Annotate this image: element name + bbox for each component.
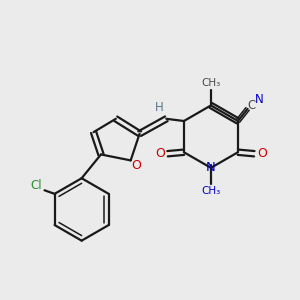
Text: N: N bbox=[206, 161, 216, 174]
Text: O: O bbox=[155, 147, 165, 160]
Text: H: H bbox=[154, 101, 163, 114]
Text: C: C bbox=[247, 99, 255, 112]
Text: O: O bbox=[132, 159, 142, 172]
Text: CH₃: CH₃ bbox=[201, 186, 220, 196]
Text: O: O bbox=[257, 147, 267, 160]
Text: CH₃: CH₃ bbox=[201, 78, 220, 88]
Text: Cl: Cl bbox=[30, 179, 42, 192]
Text: N: N bbox=[254, 93, 263, 106]
